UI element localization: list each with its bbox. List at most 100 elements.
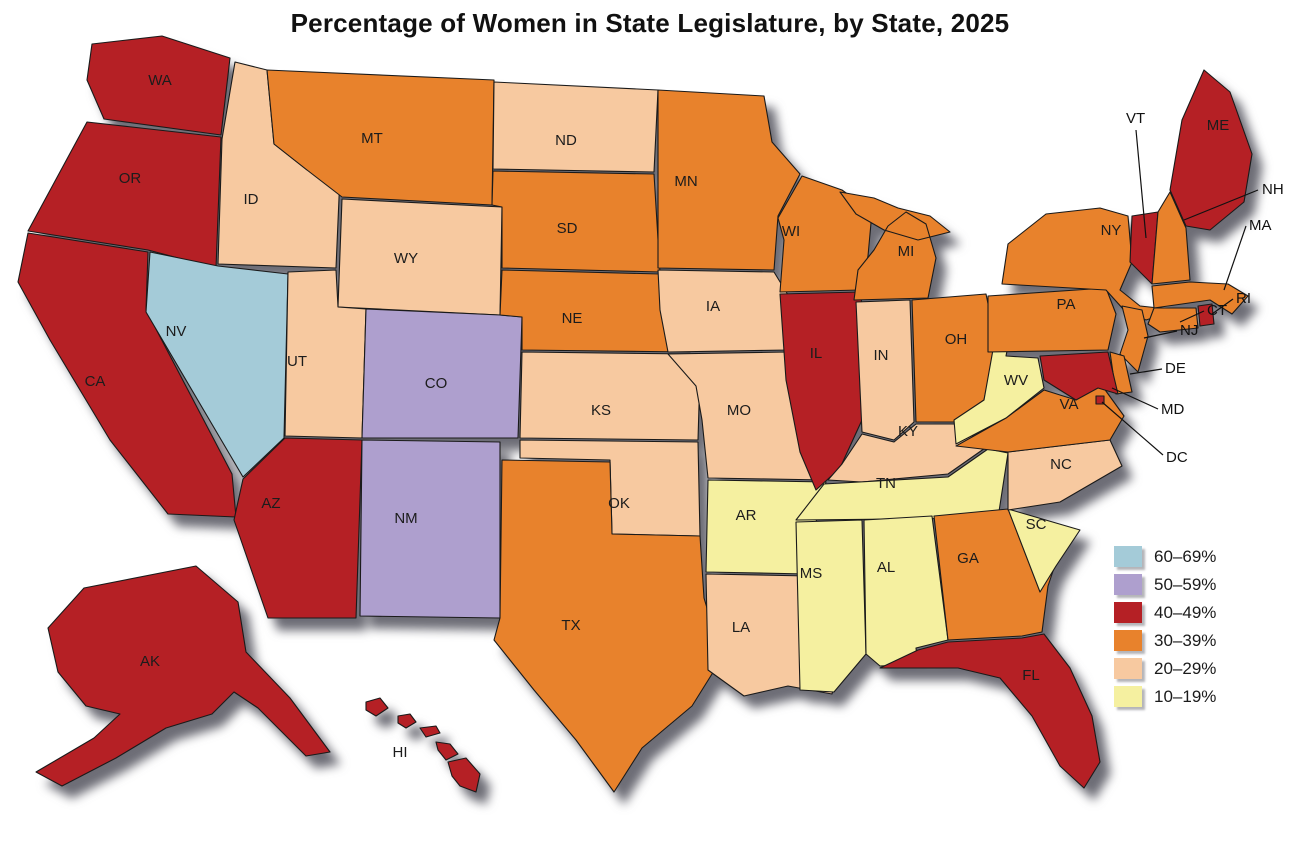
state-MD <box>1039 351 1119 401</box>
state-WY <box>337 198 503 316</box>
state-ME <box>1169 69 1253 231</box>
callout-label-DC: DC <box>1166 449 1188 466</box>
legend-label-10-19: 10–19% <box>1154 686 1217 706</box>
legend-swatch-20-29 <box>1114 658 1142 679</box>
state-MT <box>266 69 495 206</box>
states-layer <box>17 35 1253 793</box>
legend-item-40-49: 40–49% <box>1114 602 1216 623</box>
state-label-OH: OH <box>945 331 968 348</box>
legend-swatch-50-59 <box>1114 574 1142 595</box>
callout-line-MA <box>1223 225 1247 291</box>
state-AL <box>863 515 949 667</box>
state-label-AZ: AZ <box>261 495 280 512</box>
state-label-KY: KY <box>898 423 918 440</box>
state-label-AR: AR <box>736 507 757 524</box>
state-NM <box>359 439 501 619</box>
state-label-LA: LA <box>732 619 750 636</box>
state-label-AL: AL <box>877 559 895 576</box>
legend-label-40-49: 40–49% <box>1154 602 1217 622</box>
state-label-ID: ID <box>244 191 259 208</box>
state-label-IA: IA <box>706 298 720 315</box>
legend-item-10-19: 10–19% <box>1114 686 1216 707</box>
callout-label-NH: NH <box>1262 181 1284 198</box>
legend-label-20-29: 20–29% <box>1154 658 1217 678</box>
legend-item-20-29: 20–29% <box>1114 658 1216 679</box>
state-label-IL: IL <box>810 345 823 362</box>
state-AK <box>35 565 331 787</box>
legend-swatch-40-49 <box>1114 602 1142 623</box>
state-label-HI: HI <box>393 744 408 761</box>
state-label-ND: ND <box>555 132 577 149</box>
state-CT <box>1147 307 1199 333</box>
state-label-NM: NM <box>394 510 417 527</box>
state-IN <box>855 299 915 441</box>
state-RI <box>1197 303 1215 327</box>
state-label-WI: WI <box>782 223 800 240</box>
state-label-WY: WY <box>394 250 418 267</box>
state-label-SD: SD <box>557 220 578 237</box>
callout-line-CT <box>1179 310 1205 323</box>
callout-label-RI: RI <box>1236 290 1251 307</box>
callout-label-CT: CT <box>1207 302 1227 319</box>
callout-line-DE <box>1129 368 1163 375</box>
callout-label-NJ: NJ <box>1180 322 1198 339</box>
state-HI <box>365 697 481 793</box>
legend-swatch-10-19 <box>1114 686 1142 707</box>
callout-label-VT: VT <box>1126 110 1145 127</box>
callout-line-VT <box>1135 129 1147 239</box>
state-label-MI: MI <box>898 243 915 260</box>
state-label-TX: TX <box>561 617 580 634</box>
state-NJ <box>1119 305 1149 373</box>
state-PA <box>987 287 1117 353</box>
state-NH <box>1151 191 1191 285</box>
state-label-OK: OK <box>608 495 630 512</box>
state-NV <box>145 251 289 478</box>
map-title: Percentage of Women in State Legislature… <box>290 8 1010 38</box>
callout-line-MD <box>1111 387 1159 410</box>
state-label-WV: WV <box>1004 372 1028 389</box>
state-MN <box>657 89 801 271</box>
state-label-MN: MN <box>674 173 697 190</box>
callout-line-RI <box>1211 298 1234 315</box>
state-IA <box>657 269 797 353</box>
state-CA <box>17 232 237 518</box>
state-label-NC: NC <box>1050 456 1072 473</box>
state-label-IN: IN <box>874 347 889 364</box>
legend-swatch-30-39 <box>1114 630 1142 651</box>
state-label-KS: KS <box>591 402 611 419</box>
state-WA <box>86 35 231 136</box>
state-label-PA: PA <box>1057 296 1076 313</box>
state-FL <box>879 633 1101 789</box>
state-label-OR: OR <box>119 170 142 187</box>
state-label-MO: MO <box>727 402 751 419</box>
state-MI <box>839 191 951 301</box>
state-CO <box>361 308 523 439</box>
state-label-WA: WA <box>148 72 172 89</box>
legend-label-30-39: 30–39% <box>1154 630 1217 650</box>
callout-line-DC <box>1101 401 1164 456</box>
legend-label-60-69: 60–69% <box>1154 546 1217 566</box>
callout-label-MD: MD <box>1161 401 1184 418</box>
state-ND <box>492 81 659 173</box>
state-label-UT: UT <box>287 353 307 370</box>
state-label-SC: SC <box>1026 516 1047 533</box>
state-SC <box>1007 508 1081 593</box>
state-label-CA: CA <box>85 373 106 390</box>
callout-label-MA: MA <box>1249 217 1272 234</box>
legend-item-50-59: 50–59% <box>1114 574 1216 595</box>
state-KS <box>519 351 701 441</box>
callout-line-NJ <box>1143 330 1178 339</box>
callout-line-NH <box>1183 189 1259 221</box>
callout-label-DE: DE <box>1165 360 1186 377</box>
state-label-ME: ME <box>1207 117 1230 134</box>
state-label-AK: AK <box>140 653 160 670</box>
legend-item-60-69: 60–69% <box>1114 546 1216 567</box>
state-label-MT: MT <box>361 130 383 147</box>
state-MS <box>795 519 867 693</box>
state-SD <box>491 170 661 273</box>
state-label-MS: MS <box>800 565 823 582</box>
state-label-CO: CO <box>425 375 448 392</box>
state-label-NV: NV <box>166 323 187 340</box>
